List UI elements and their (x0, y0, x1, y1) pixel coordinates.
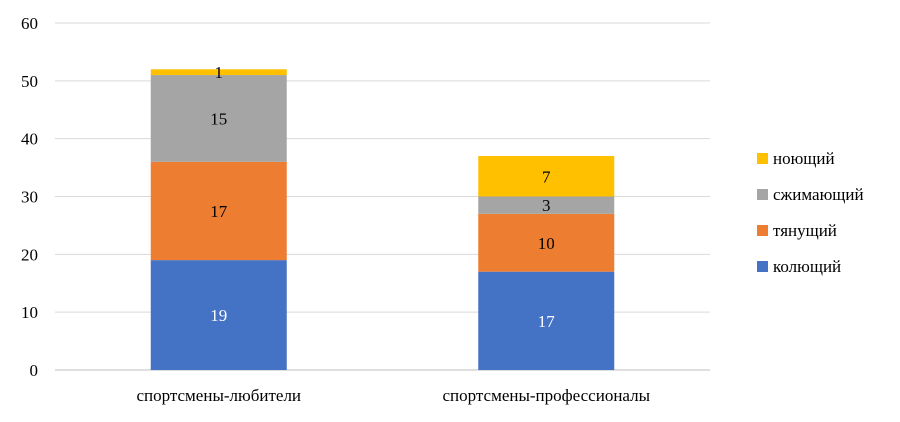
bar-segment-3-1 (478, 156, 615, 197)
legend-label-0: колющий (773, 257, 841, 276)
data-label-2-1: 3 (542, 196, 551, 215)
y-axis: 0 10 20 30 40 50 60 (21, 14, 38, 380)
legend-label-1: тянущий (773, 221, 837, 240)
x-category-label-1: спортсмены-профессионалы (442, 386, 650, 405)
legend-swatch-3 (757, 153, 768, 164)
legend: ноющий сжимающий тянущий колющий (757, 149, 864, 276)
data-label-0-1: 17 (538, 312, 556, 331)
legend-swatch-1 (757, 225, 768, 236)
data-label-1-1: 10 (538, 234, 555, 253)
y-tick-label-40: 40 (21, 130, 38, 149)
bar-segment-2-1 (478, 196, 615, 214)
y-tick-label-10: 10 (21, 303, 38, 322)
bar-segment-2-0 (150, 75, 287, 162)
data-label-3-1: 7 (542, 167, 551, 186)
legend-label-2: сжимающий (773, 185, 864, 204)
bar-segment-1-0 (150, 161, 287, 261)
bar-segment-0-1 (478, 271, 615, 370)
bar-segment-3-0 (150, 69, 287, 76)
y-tick-label-50: 50 (21, 72, 38, 91)
y-tick-label-60: 60 (21, 14, 38, 33)
y-tick-label-30: 30 (21, 188, 38, 207)
legend-label-3: ноющий (773, 149, 835, 168)
data-label-0-0: 19 (210, 306, 227, 325)
y-tick-label-0: 0 (30, 361, 39, 380)
data-label-2-0: 15 (210, 109, 227, 128)
data-label-3-0: 1 (215, 63, 224, 82)
bars: 19 17 15 1 17 10 3 7 (150, 63, 615, 370)
x-category-label-0: спортсмены-любители (136, 386, 301, 405)
bar-segment-0-0 (150, 260, 287, 370)
legend-swatch-0 (757, 261, 768, 272)
legend-swatch-2 (757, 189, 768, 200)
data-label-1-0: 17 (210, 202, 228, 221)
x-axis: спортсмены-любители спортсмены-профессион… (136, 386, 650, 405)
bar-segment-1-1 (478, 213, 615, 272)
y-tick-label-20: 20 (21, 245, 38, 264)
